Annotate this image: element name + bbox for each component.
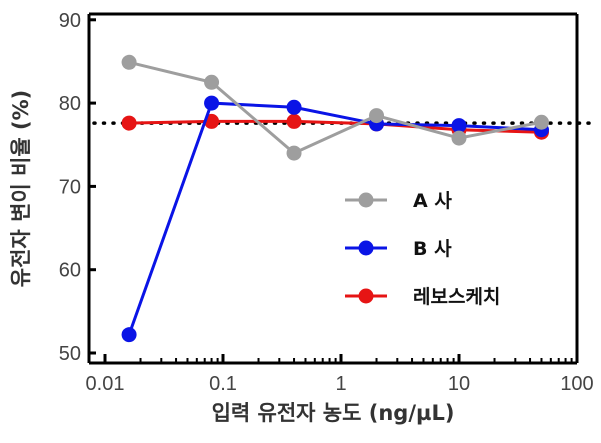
legend-label: B 사 xyxy=(413,238,452,260)
data-point-0 xyxy=(204,74,220,90)
y-axis-label: 유전자 변이 비율 (%) xyxy=(9,90,33,287)
y-tick-label: 90 xyxy=(59,10,81,32)
data-point-0 xyxy=(286,145,302,161)
data-point-1 xyxy=(286,99,302,115)
data-point-0 xyxy=(369,108,385,124)
x-axis-label: 입력 유전자 농도 (ng/µL) xyxy=(212,401,455,425)
series-line-2 xyxy=(129,119,542,134)
y-tick-label: 80 xyxy=(59,93,81,115)
y-tick-label: 50 xyxy=(59,343,81,365)
legend-marker xyxy=(358,288,374,304)
x-tick-label: 0.1 xyxy=(209,373,237,395)
series-line-0 xyxy=(128,60,542,155)
data-point-0 xyxy=(533,114,549,130)
y-tick-label: 70 xyxy=(59,176,81,198)
x-tick-label: 100 xyxy=(560,373,593,395)
data-point-2 xyxy=(286,113,302,129)
legend-label: 레보스케치 xyxy=(413,286,500,308)
legend-label: A 사 xyxy=(413,190,452,212)
x-tick-label: 0.01 xyxy=(86,373,125,395)
data-point-1 xyxy=(204,95,220,111)
data-point-0 xyxy=(121,54,137,70)
x-tick-label: 1 xyxy=(335,373,346,395)
x-tick-label: 10 xyxy=(448,373,470,395)
data-point-1 xyxy=(121,327,137,343)
data-point-1 xyxy=(451,118,467,134)
data-point-0 xyxy=(451,130,467,146)
data-point-2 xyxy=(121,115,137,131)
series-line-1 xyxy=(127,101,542,336)
y-tick-label: 60 xyxy=(59,260,81,282)
legend-marker xyxy=(358,240,374,256)
legend-marker xyxy=(358,192,374,208)
